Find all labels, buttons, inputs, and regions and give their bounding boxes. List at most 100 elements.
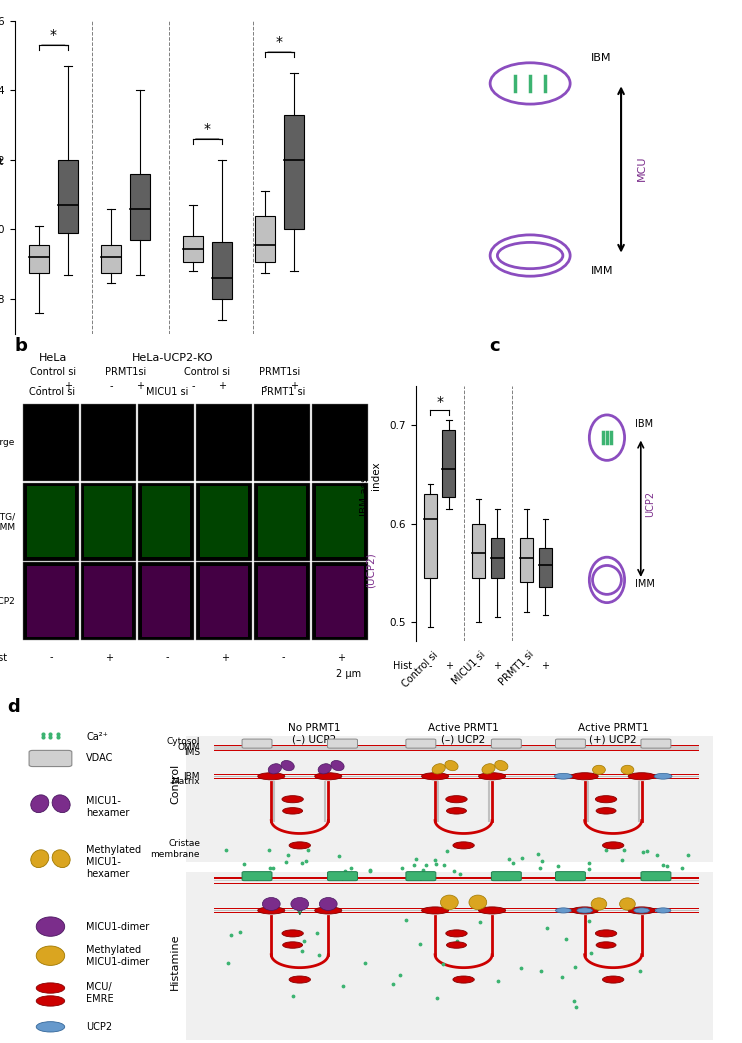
Ellipse shape <box>421 906 449 914</box>
Bar <box>142 565 190 636</box>
Bar <box>312 404 367 482</box>
Bar <box>138 562 194 639</box>
Bar <box>255 216 275 263</box>
Bar <box>283 115 304 229</box>
FancyBboxPatch shape <box>406 872 436 880</box>
Ellipse shape <box>595 796 617 803</box>
Ellipse shape <box>257 773 285 780</box>
Bar <box>528 880 699 881</box>
Ellipse shape <box>282 796 303 803</box>
Text: Matrix: Matrix <box>171 777 200 785</box>
Text: HeLa: HeLa <box>39 353 68 363</box>
Ellipse shape <box>479 906 505 914</box>
Text: Control si: Control si <box>28 387 75 397</box>
Bar <box>27 565 75 636</box>
Text: -: - <box>37 381 41 391</box>
Text: Hist: Hist <box>0 653 7 662</box>
Bar <box>200 486 248 557</box>
Text: +: + <box>64 381 72 391</box>
Ellipse shape <box>577 907 593 913</box>
Text: UCP2: UCP2 <box>645 491 654 517</box>
Ellipse shape <box>495 760 508 771</box>
Bar <box>214 880 385 881</box>
Bar <box>315 565 364 636</box>
Text: +: + <box>542 661 549 671</box>
Text: -: - <box>525 661 528 671</box>
Text: Histamine: Histamine <box>170 933 180 991</box>
Bar <box>490 538 504 578</box>
Ellipse shape <box>52 795 70 812</box>
Bar <box>29 245 49 273</box>
Ellipse shape <box>447 807 467 815</box>
Ellipse shape <box>593 565 621 595</box>
Text: +: + <box>337 653 344 662</box>
Ellipse shape <box>571 773 598 780</box>
Text: IBM association
index: IBM association index <box>360 435 382 516</box>
Ellipse shape <box>479 773 505 780</box>
Bar <box>214 750 385 751</box>
Ellipse shape <box>36 946 65 966</box>
Ellipse shape <box>603 842 624 849</box>
Text: *: * <box>50 28 57 42</box>
Bar <box>85 565 132 636</box>
Ellipse shape <box>36 996 65 1006</box>
Text: MCU: MCU <box>637 155 647 180</box>
FancyBboxPatch shape <box>491 872 522 880</box>
FancyBboxPatch shape <box>242 872 272 880</box>
Bar <box>214 748 385 749</box>
Ellipse shape <box>318 763 332 774</box>
Text: PRMT1 si: PRMT1 si <box>498 650 536 687</box>
Ellipse shape <box>634 907 649 913</box>
Text: *: * <box>204 122 211 136</box>
Ellipse shape <box>589 415 625 460</box>
FancyBboxPatch shape <box>327 872 358 880</box>
Bar <box>23 404 79 482</box>
Text: PRMT1si: PRMT1si <box>259 367 300 377</box>
Text: IMS: IMS <box>184 748 200 757</box>
Ellipse shape <box>432 763 445 774</box>
Text: +: + <box>493 661 501 671</box>
Text: IMM: IMM <box>635 580 655 589</box>
Ellipse shape <box>446 930 467 937</box>
Text: OMM: OMM <box>177 743 200 752</box>
Ellipse shape <box>36 917 65 937</box>
Bar <box>27 486 75 557</box>
Bar <box>378 750 549 751</box>
Text: +: + <box>445 661 453 671</box>
Ellipse shape <box>556 907 571 913</box>
Bar <box>528 746 699 751</box>
Bar <box>101 245 121 273</box>
Bar <box>442 430 456 496</box>
Bar <box>130 174 150 240</box>
Ellipse shape <box>469 895 487 909</box>
Bar <box>528 882 699 883</box>
Text: Merge: Merge <box>0 438 15 447</box>
Text: -: - <box>281 653 284 662</box>
Text: b: b <box>15 337 27 356</box>
Text: *: * <box>276 34 283 49</box>
Ellipse shape <box>36 1022 65 1032</box>
FancyBboxPatch shape <box>491 739 522 748</box>
Text: -: - <box>429 661 432 671</box>
Ellipse shape <box>283 807 303 815</box>
Text: +: + <box>290 381 298 391</box>
Bar <box>257 486 306 557</box>
Ellipse shape <box>482 763 495 774</box>
FancyBboxPatch shape <box>327 739 358 748</box>
Ellipse shape <box>291 897 309 911</box>
Bar <box>211 242 232 299</box>
Bar <box>196 562 252 639</box>
Text: MCU/
EMRE: MCU/ EMRE <box>86 983 114 1003</box>
Ellipse shape <box>654 773 672 779</box>
Text: Methylated
MICU1-dimer: Methylated MICU1-dimer <box>86 945 149 967</box>
Ellipse shape <box>446 796 467 803</box>
Bar <box>142 486 190 557</box>
Bar <box>214 882 385 883</box>
Text: -: - <box>109 381 113 391</box>
Bar <box>539 548 552 587</box>
Text: HeLa-UCP2-KO: HeLa-UCP2-KO <box>131 353 213 363</box>
Ellipse shape <box>315 773 342 780</box>
Ellipse shape <box>628 773 655 780</box>
Ellipse shape <box>593 766 605 774</box>
Ellipse shape <box>315 906 342 914</box>
